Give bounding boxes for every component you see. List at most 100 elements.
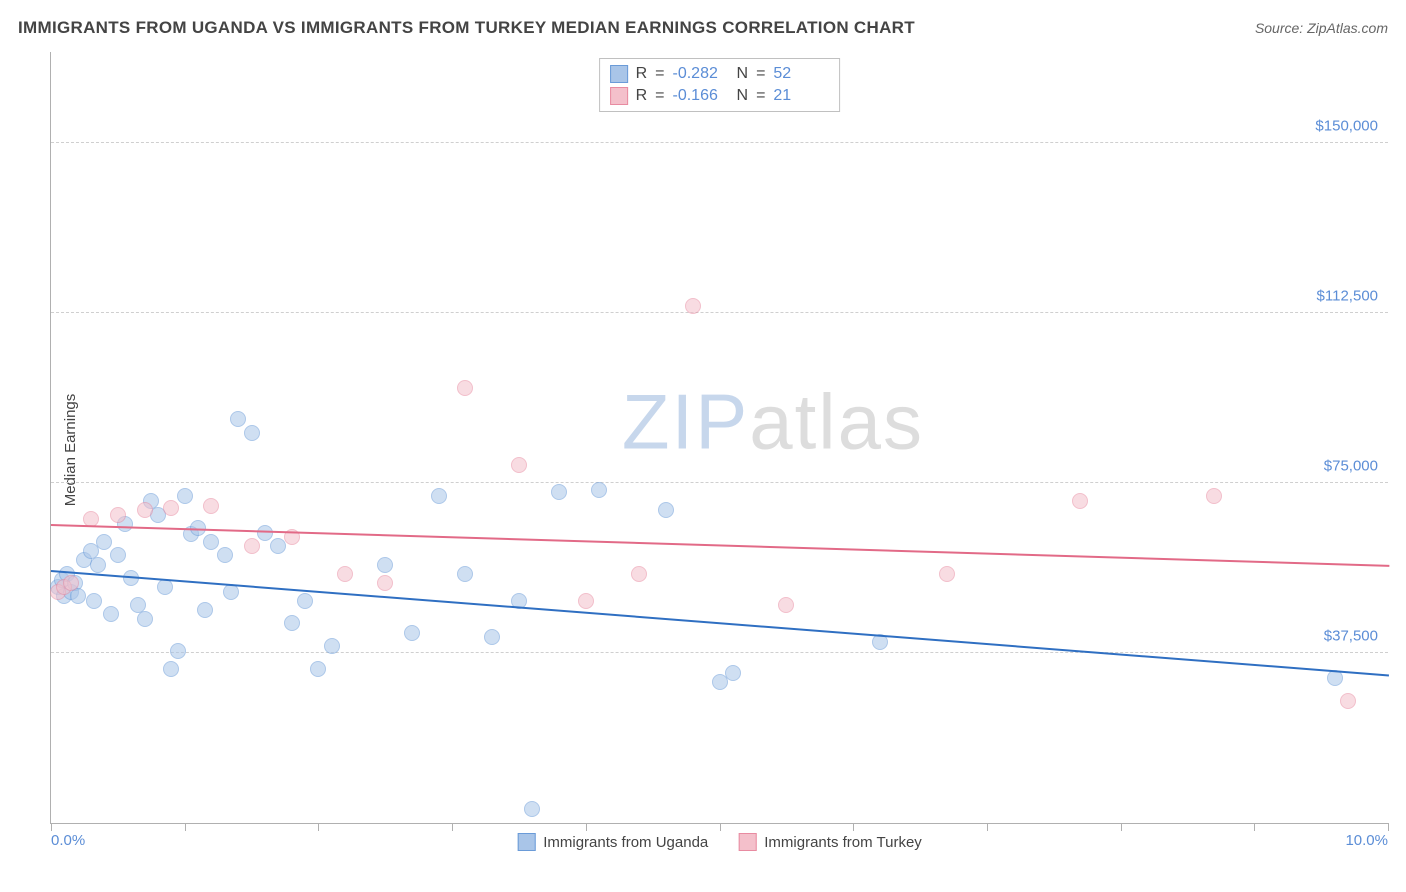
- data-point-uganda: [297, 593, 313, 609]
- data-point-turkey: [377, 575, 393, 591]
- data-point-uganda: [404, 625, 420, 641]
- data-point-uganda: [431, 488, 447, 504]
- gridline-h: [51, 482, 1388, 483]
- data-point-uganda: [90, 557, 106, 573]
- y-tick-label: $150,000: [1315, 117, 1378, 134]
- data-point-uganda: [284, 615, 300, 631]
- x-tick: [1388, 823, 1389, 831]
- data-point-uganda: [86, 593, 102, 609]
- data-point-turkey: [685, 298, 701, 314]
- x-tick: [1121, 823, 1122, 831]
- data-point-uganda: [725, 665, 741, 681]
- source-name: ZipAtlas.com: [1307, 20, 1388, 36]
- data-point-turkey: [457, 380, 473, 396]
- data-point-uganda: [551, 484, 567, 500]
- plot-area: ZIPatlas R=-0.282N=52R=-0.166N=21 0.0% 1…: [50, 52, 1388, 824]
- x-tick: [51, 823, 52, 831]
- data-point-uganda: [257, 525, 273, 541]
- data-point-uganda: [244, 425, 260, 441]
- correlation-legend: R=-0.282N=52R=-0.166N=21: [599, 58, 841, 112]
- data-point-uganda: [157, 579, 173, 595]
- y-tick-label: $37,500: [1324, 627, 1378, 644]
- data-point-uganda: [324, 638, 340, 654]
- x-min-label: 0.0%: [51, 832, 85, 849]
- eq: =: [756, 65, 765, 83]
- watermark-zip: ZIP: [622, 378, 749, 466]
- data-point-uganda: [110, 547, 126, 563]
- data-point-uganda: [203, 534, 219, 550]
- source-attribution: Source: ZipAtlas.com: [1255, 20, 1388, 36]
- r-value: -0.282: [673, 65, 729, 83]
- x-tick: [853, 823, 854, 831]
- data-point-uganda: [137, 611, 153, 627]
- data-point-turkey: [63, 575, 79, 591]
- data-point-turkey: [163, 500, 179, 516]
- data-point-uganda: [163, 661, 179, 677]
- data-point-turkey: [939, 566, 955, 582]
- source-prefix: Source:: [1255, 20, 1307, 36]
- data-point-turkey: [511, 457, 527, 473]
- plot-wrapper: Median Earnings ZIPatlas R=-0.282N=52R=-…: [50, 52, 1388, 848]
- gridline-h: [51, 312, 1388, 313]
- data-point-turkey: [631, 566, 647, 582]
- gridline-h: [51, 652, 1388, 653]
- data-point-uganda: [96, 534, 112, 550]
- x-tick: [452, 823, 453, 831]
- eq: =: [756, 87, 765, 105]
- data-point-uganda: [457, 566, 473, 582]
- n-label: N: [737, 65, 749, 83]
- data-point-turkey: [137, 502, 153, 518]
- data-point-uganda: [177, 488, 193, 504]
- data-point-turkey: [578, 593, 594, 609]
- legend-label: Immigrants from Turkey: [764, 834, 922, 851]
- x-tick: [318, 823, 319, 831]
- y-tick-label: $112,500: [1317, 287, 1378, 304]
- y-tick-label: $75,000: [1324, 457, 1378, 474]
- n-value: 21: [773, 87, 829, 105]
- data-point-uganda: [170, 643, 186, 659]
- corr-row-turkey: R=-0.166N=21: [610, 85, 830, 107]
- data-point-uganda: [230, 411, 246, 427]
- data-point-turkey: [337, 566, 353, 582]
- data-point-uganda: [70, 588, 86, 604]
- data-point-uganda: [524, 801, 540, 817]
- watermark-atlas: atlas: [749, 378, 924, 466]
- swatch-uganda: [517, 833, 535, 851]
- x-tick: [987, 823, 988, 831]
- data-point-turkey: [1206, 488, 1222, 504]
- data-point-uganda: [217, 547, 233, 563]
- data-point-uganda: [484, 629, 500, 645]
- r-label: R: [636, 65, 648, 83]
- data-point-uganda: [658, 502, 674, 518]
- x-tick: [185, 823, 186, 831]
- data-point-turkey: [1072, 493, 1088, 509]
- r-label: R: [636, 87, 648, 105]
- data-point-uganda: [310, 661, 326, 677]
- legend-item-uganda: Immigrants from Uganda: [517, 833, 708, 851]
- data-point-turkey: [244, 538, 260, 554]
- eq: =: [655, 87, 664, 105]
- x-tick: [1254, 823, 1255, 831]
- legend-item-turkey: Immigrants from Turkey: [738, 833, 922, 851]
- data-point-uganda: [197, 602, 213, 618]
- n-label: N: [737, 87, 749, 105]
- data-point-turkey: [1340, 693, 1356, 709]
- data-point-turkey: [203, 498, 219, 514]
- x-max-label: 10.0%: [1345, 832, 1388, 849]
- n-value: 52: [773, 65, 829, 83]
- data-point-uganda: [103, 606, 119, 622]
- data-point-uganda: [377, 557, 393, 573]
- trend-line-uganda: [51, 570, 1389, 676]
- x-tick: [586, 823, 587, 831]
- corr-row-uganda: R = -0.282 N = 52: [610, 63, 830, 85]
- data-point-turkey: [778, 597, 794, 613]
- data-point-turkey: [110, 507, 126, 523]
- series-legend: Immigrants from Uganda Immigrants from Tu…: [517, 833, 922, 851]
- watermark: ZIPatlas: [622, 377, 924, 468]
- gridline-h: [51, 142, 1388, 143]
- x-tick: [720, 823, 721, 831]
- swatch-turkey: [738, 833, 756, 851]
- legend-label: Immigrants from Uganda: [543, 834, 708, 851]
- eq: =: [655, 65, 664, 83]
- data-point-uganda: [591, 482, 607, 498]
